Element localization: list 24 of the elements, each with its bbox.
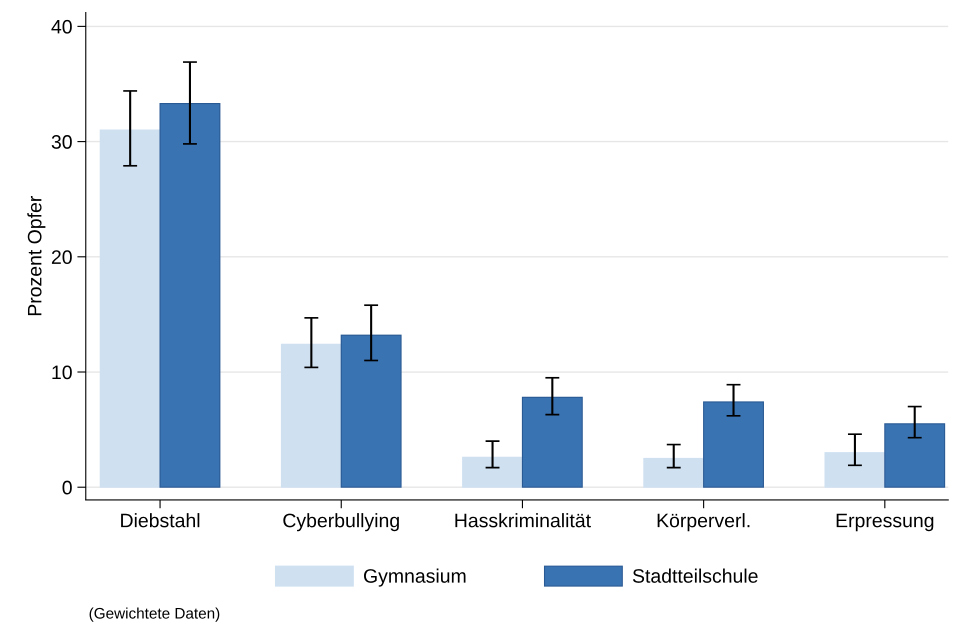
bar <box>703 401 764 488</box>
bar <box>824 452 886 488</box>
bar <box>643 458 704 488</box>
bar <box>462 456 523 488</box>
y-tick-label: 20 <box>52 250 72 264</box>
x-tick-label: Erpressung <box>836 514 934 532</box>
y-tick-label: 30 <box>52 135 72 149</box>
x-tick-label: Cyberbullying <box>283 513 399 532</box>
text: (Gewichtete Daten) <box>90 607 220 622</box>
bar <box>100 130 161 488</box>
y-axis-title: Prozent Opfer <box>27 196 46 316</box>
bar <box>160 103 220 488</box>
x-tick-label: Diebstahl <box>121 513 200 528</box>
bar <box>522 396 583 488</box>
bar <box>884 423 946 488</box>
bar <box>340 334 402 488</box>
legend-label: Stadtteilschule <box>632 568 758 583</box>
x-tick-label: Hasskriminalität <box>455 513 591 528</box>
bar <box>280 344 342 488</box>
y-tick-label: 10 <box>52 365 72 380</box>
y-tick-label: 0 <box>62 480 72 494</box>
legend-label: Gymnasium <box>364 568 466 587</box>
y-tick-label: 40 <box>51 20 72 34</box>
x-tick-label: Körperverl. <box>658 513 750 532</box>
